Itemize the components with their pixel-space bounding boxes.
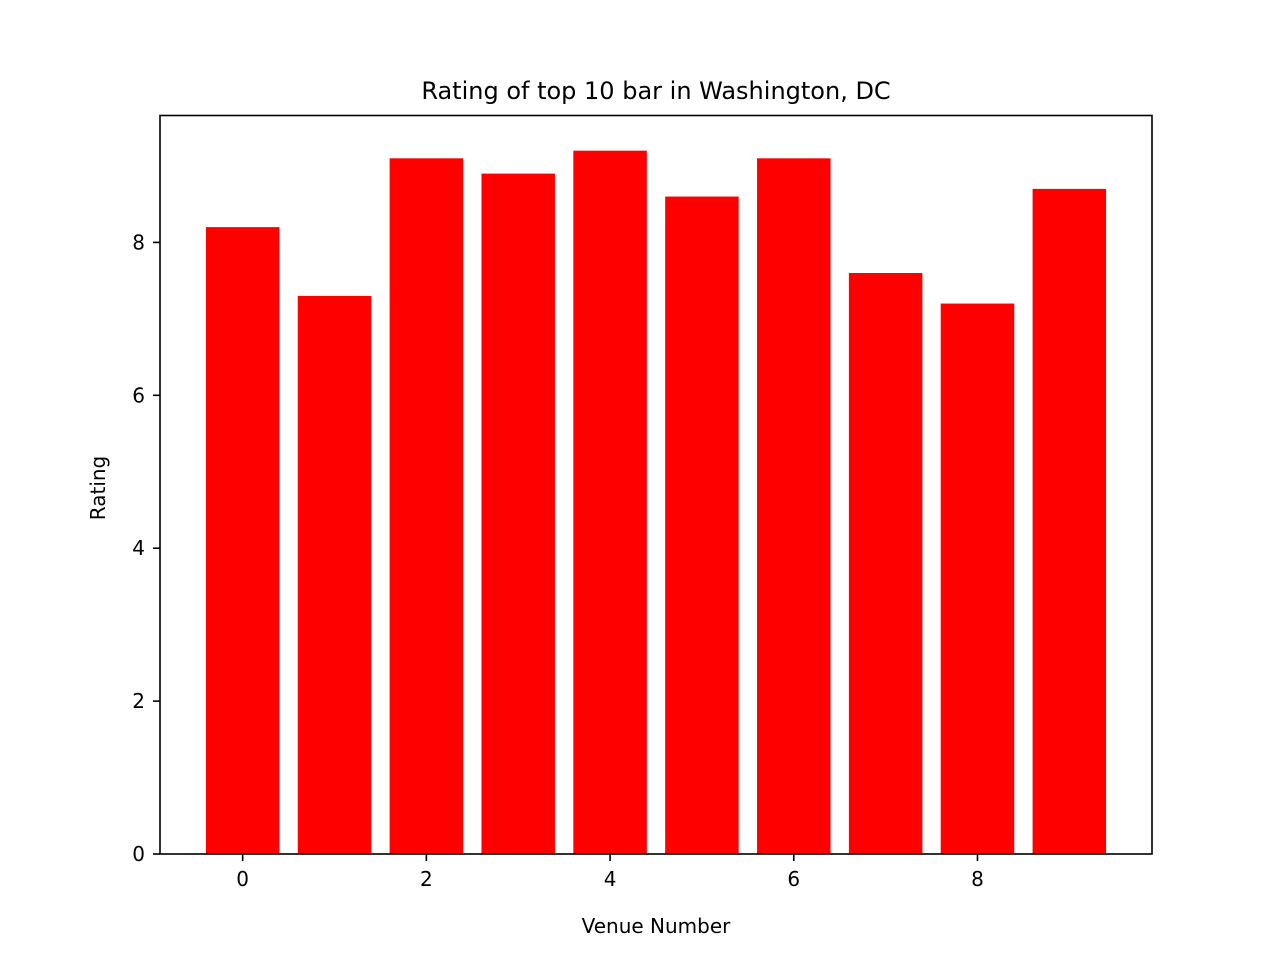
x-tick-label: 8 [971,867,984,891]
y-ticks-group: 0 2 4 6 8 [132,230,160,866]
x-tick-label: 6 [787,867,800,891]
plot-area-frame [159,114,1153,855]
x-tick-label: 2 [420,867,433,891]
y-tick-label: 2 [132,689,145,713]
bar-venue-0 [205,227,280,854]
bar-venue-6 [757,158,831,855]
bar-venue-5 [665,196,739,854]
y-tick-label: 4 [132,536,145,560]
y-tick-label: 8 [132,230,145,254]
y-axis-label: Rating [86,456,110,520]
y-tick-label: 0 [132,842,145,866]
bar-venue-1 [297,295,372,854]
x-axis-label: Venue Number [582,914,732,938]
bar-venue-9 [1032,188,1107,855]
x-tick-label: 4 [604,867,617,891]
bars-group [205,150,1107,855]
bar-venue-3 [481,173,555,855]
bar-venue-2 [389,158,464,855]
chart-title: Rating of top 10 bar in Washington, DC [421,77,890,105]
bar-venue-7 [848,272,923,855]
y-tick-label: 6 [132,383,145,407]
bar-venue-8 [940,303,1015,855]
x-tick-label: 0 [236,867,249,891]
bar-venue-4 [573,150,647,854]
x-ticks-group: 0 2 4 6 8 [236,854,984,891]
